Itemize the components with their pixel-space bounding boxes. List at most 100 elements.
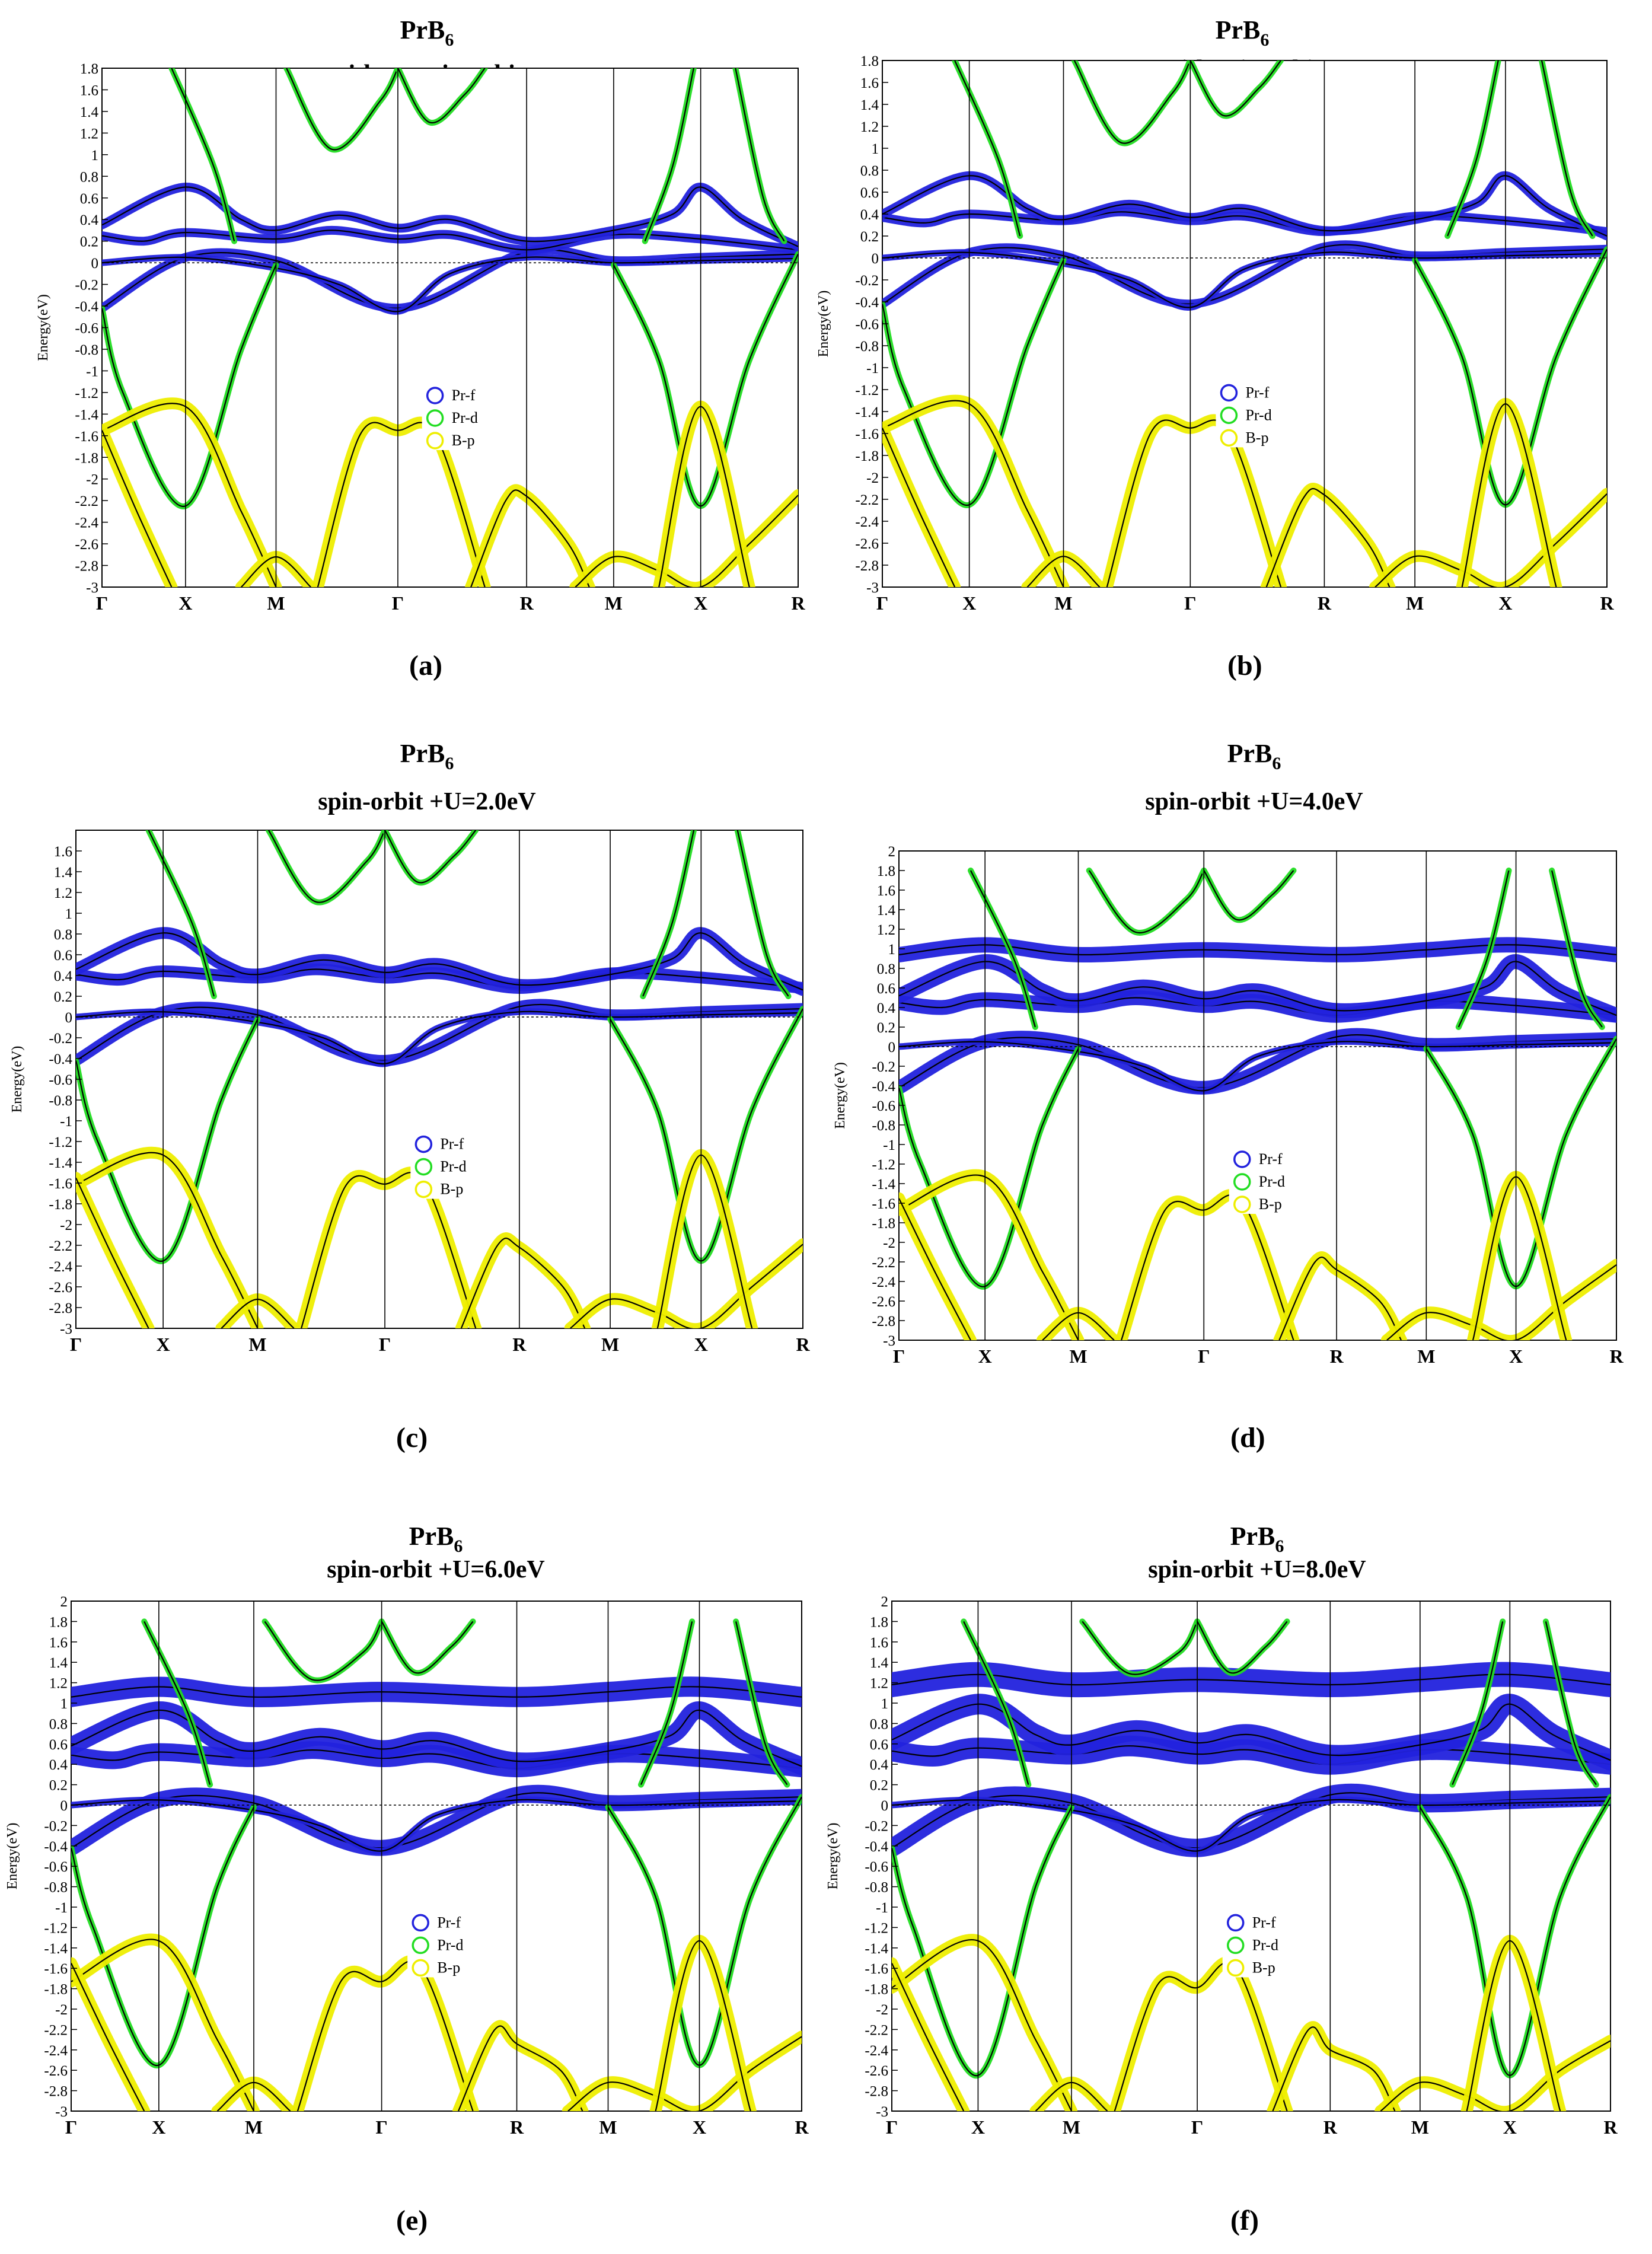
band-line (892, 1673, 1610, 1686)
legend: Pr-f Pr-d B-p (1222, 1907, 1310, 1978)
y-tick-label: -1.4 (44, 1941, 68, 1957)
band-line (899, 944, 1616, 956)
band-line (264, 1621, 382, 1681)
legend-marker (1233, 1173, 1251, 1191)
y-tick-label: -0.4 (75, 299, 98, 315)
band-line (735, 1621, 788, 1786)
band-line (1073, 60, 1191, 144)
k-point-label: R (795, 2116, 809, 2138)
y-tick-label: 1.8 (877, 863, 895, 879)
legend-entry: Pr-d (1259, 1173, 1285, 1190)
band-line (1545, 1621, 1597, 1786)
y-tick-label: -1 (60, 1114, 72, 1130)
y-tick-label: -2 (866, 470, 879, 486)
band-line (899, 1198, 971, 1340)
plot-frame (882, 60, 1608, 588)
band-line (148, 830, 215, 997)
plot-frame (75, 830, 803, 1329)
legend-entry: B-p (437, 1959, 460, 1976)
y-tick-label: -2.4 (872, 1274, 895, 1290)
y-tick-label: 2 (881, 1594, 889, 1610)
y-tick-label: 1.4 (860, 97, 879, 113)
y-tick-label: -1.4 (75, 407, 98, 423)
y-tick-label: 0.2 (49, 1778, 68, 1794)
y-tick-label: -3 (60, 1321, 72, 1337)
y-tick-label: 1.6 (860, 75, 879, 91)
band-line (76, 1010, 803, 1064)
y-tick-label: 1.8 (860, 53, 879, 69)
title-formula: PrB (1230, 1522, 1275, 1551)
y-tick-label: 0 (60, 1798, 68, 1814)
legend: Pr-f Pr-d B-p (422, 380, 510, 450)
y-tick-label: 2 (60, 1594, 68, 1610)
band-line (963, 1621, 1029, 1785)
plot-frame (101, 68, 799, 588)
y-tick-label: -2.4 (75, 515, 98, 531)
y-tick-label: -1 (86, 364, 98, 380)
band-line (736, 830, 789, 997)
k-point-label: M (1406, 592, 1424, 614)
y-tick-label: 1.8 (49, 1614, 68, 1630)
legend-entry: Pr-f (1245, 384, 1269, 401)
y-tick-label: -1.8 (75, 450, 98, 466)
panel-label: (b) (1227, 650, 1262, 681)
y-tick-label: -0.8 (872, 1118, 895, 1134)
band-line (71, 1963, 145, 2111)
legend-marker (426, 387, 444, 404)
y-tick-label: -2.8 (75, 559, 98, 575)
y-tick-label: -3 (866, 580, 879, 596)
legend-marker (1220, 406, 1238, 425)
y-tick-label: 1 (60, 1696, 68, 1712)
y-tick-label: -2 (60, 1217, 72, 1233)
y-tick-label: -0.2 (855, 273, 879, 289)
y-tick-label: -0.2 (75, 278, 98, 294)
y-tick-label: 1.2 (877, 922, 895, 938)
legend-marker (414, 1180, 433, 1198)
y-tick-label: -2.8 (44, 2084, 68, 2100)
y-tick-label: -0.4 (872, 1079, 895, 1095)
y-tick-label: -0.4 (865, 1839, 888, 1855)
legend-marker (412, 1936, 429, 1955)
band-line (102, 256, 798, 313)
legend: Pr-f Pr-d B-p (407, 1907, 496, 1978)
band-line (71, 1799, 802, 1852)
k-point-label: X (1498, 592, 1512, 614)
y-tick-label: 1.2 (80, 126, 98, 142)
band-line (1278, 1257, 1402, 1340)
band-line (102, 430, 173, 587)
legend-entry: B-p (452, 432, 475, 449)
title-formula: PrB (1227, 739, 1273, 768)
band-line (102, 403, 277, 587)
y-tick-label: 0.8 (860, 163, 879, 179)
band-line (892, 1939, 1072, 2111)
y-tick-label: -3 (86, 580, 98, 596)
y-tick-label: 0 (65, 1010, 73, 1026)
band-line (1380, 2040, 1610, 2111)
y-tick-label: 0.6 (54, 948, 72, 964)
k-point-label: Γ (1184, 592, 1196, 614)
y-tick-label: -1.2 (44, 1920, 68, 1936)
y-tick-label: -2.6 (49, 1280, 72, 1296)
y-tick-label: -1.4 (855, 404, 879, 420)
panel-label: (a) (409, 650, 442, 681)
legend-entry: Pr-f (1259, 1150, 1283, 1168)
k-point-label: X (157, 1334, 170, 1355)
y-tick-label: -2.2 (855, 492, 879, 508)
panel-b: PrB6with spin-orbit1.81.61.41.210.80.60.… (816, 15, 1614, 681)
y-tick-label: 0 (91, 256, 99, 272)
y-tick-label: -1.2 (49, 1134, 72, 1150)
band-line (570, 1244, 803, 1328)
y-tick-label: -0.2 (44, 1818, 68, 1834)
y-tick-label: 0.8 (49, 1716, 68, 1732)
band-line (892, 1963, 965, 2111)
k-point-label: R (791, 592, 805, 614)
panel-title: PrB6 (1230, 1522, 1284, 1556)
y-tick-label: 0.8 (877, 961, 895, 977)
band-line (1197, 1621, 1288, 1674)
y-tick-label: -1.2 (865, 1920, 888, 1936)
band-line (882, 175, 1607, 237)
y-tick-label: -2.6 (872, 1294, 895, 1310)
y-tick-label: 1.2 (860, 119, 879, 135)
y-tick-label: -0.8 (75, 342, 98, 358)
band-line (1551, 870, 1603, 1028)
